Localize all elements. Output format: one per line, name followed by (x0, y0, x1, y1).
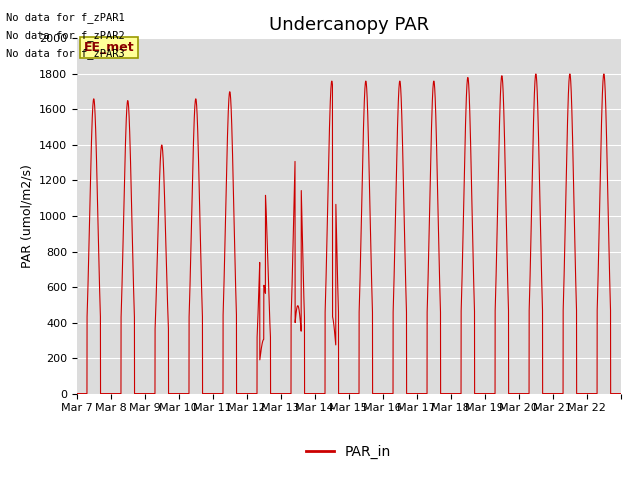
Text: No data for f_zPAR3: No data for f_zPAR3 (6, 48, 125, 60)
Text: No data for f_zPAR2: No data for f_zPAR2 (6, 30, 125, 41)
Text: No data for f_zPAR1: No data for f_zPAR1 (6, 12, 125, 23)
Title: Undercanopy PAR: Undercanopy PAR (269, 16, 429, 34)
Y-axis label: PAR (umol/m2/s): PAR (umol/m2/s) (20, 164, 33, 268)
Legend: PAR_in: PAR_in (301, 440, 397, 465)
Text: EE_met: EE_met (84, 41, 134, 54)
